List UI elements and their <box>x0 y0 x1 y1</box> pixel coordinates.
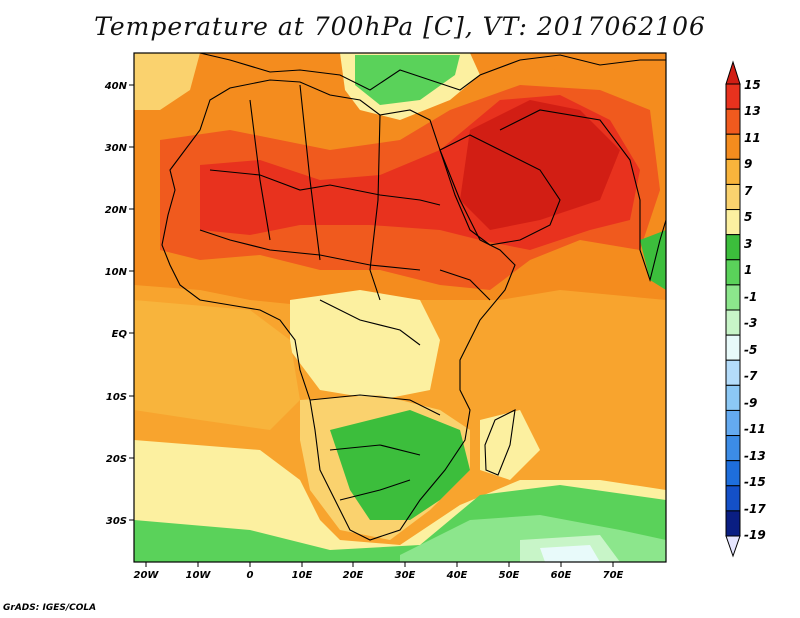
colorbar-label: -1 <box>744 290 757 304</box>
lat-label-20n: 20N <box>105 205 128 216</box>
colorbar-swatch <box>725 435 741 462</box>
colorbar-label: -15 <box>744 475 766 489</box>
colorbar-swatch <box>725 284 741 311</box>
credit-text: GrADS: IGES/COLA <box>3 603 97 613</box>
colorbar-label: -9 <box>744 396 757 410</box>
colorbar-swatch <box>725 209 741 236</box>
lat-label-40n: 40N <box>104 81 128 92</box>
colorbar-label: -3 <box>744 316 757 330</box>
colorbar <box>725 60 741 558</box>
colorbar-label: 3 <box>744 237 752 251</box>
lon-ticks <box>145 562 614 567</box>
colorbar-label: -5 <box>744 343 757 357</box>
colorbar-label: 15 <box>744 78 761 92</box>
colorbar-swatch <box>725 83 741 110</box>
colorbar-label: 1 <box>744 263 752 277</box>
colorbar-label: 11 <box>744 131 761 145</box>
temperature-field <box>134 53 666 562</box>
lon-label-60e: 60E <box>551 570 572 581</box>
colorbar-swatch <box>725 384 741 411</box>
lat-label-30s: 30S <box>106 516 127 527</box>
lon-label-10w: 10W <box>186 570 212 581</box>
colorbar-swatch <box>725 485 741 512</box>
colorbar-swatch <box>725 510 741 537</box>
colorbar-swatch <box>725 259 741 286</box>
lon-label-70e: 70E <box>603 570 624 581</box>
lon-label-20e: 20E <box>343 570 364 581</box>
colorbar-swatch <box>725 133 741 160</box>
colorbar-swatch <box>725 108 741 135</box>
lon-label-20w: 20W <box>134 570 160 581</box>
colorbar-bottom-arrow <box>725 535 741 558</box>
lon-label-0: 0 <box>247 570 254 581</box>
colorbar-top-arrow <box>725 60 741 85</box>
colorbar-swatch <box>725 460 741 487</box>
colorbar-label: 13 <box>744 104 761 118</box>
lat-label-10n: 10N <box>105 267 128 278</box>
colorbar-label: -19 <box>744 528 766 542</box>
chart-title: Temperature at 700hPa [C], VT: 201706210… <box>94 12 706 41</box>
colorbar-swatch <box>725 409 741 437</box>
lat-ticks <box>129 84 134 521</box>
colorbar-swatch <box>725 158 741 185</box>
lat-label-eq: EQ <box>112 329 128 340</box>
lat-label-30n: 30N <box>105 143 128 154</box>
coastlines <box>161 53 666 541</box>
lon-label-50e: 50E <box>499 570 520 581</box>
map-frame <box>133 52 667 563</box>
lon-label-30e: 30E <box>395 570 416 581</box>
colorbar-label: 7 <box>744 184 753 198</box>
colorbar-swatch <box>725 234 741 261</box>
colorbar-label: -11 <box>744 422 766 436</box>
lon-label-10e: 10E <box>292 570 313 581</box>
colorbar-label: -17 <box>744 502 766 516</box>
lat-label-10s: 10S <box>106 392 127 403</box>
colorbar-label: -7 <box>744 369 758 383</box>
colorbar-label: 5 <box>744 210 752 224</box>
colorbar-swatch <box>725 309 741 336</box>
colorbar-swatch <box>725 183 741 211</box>
colorbar-swatch <box>725 359 741 386</box>
colorbar-label: 9 <box>744 157 752 171</box>
lat-label-20s: 20S <box>106 454 127 465</box>
lon-label-40e: 40E <box>446 570 468 581</box>
colorbar-swatch <box>725 334 741 361</box>
colorbar-label: -13 <box>744 449 766 463</box>
